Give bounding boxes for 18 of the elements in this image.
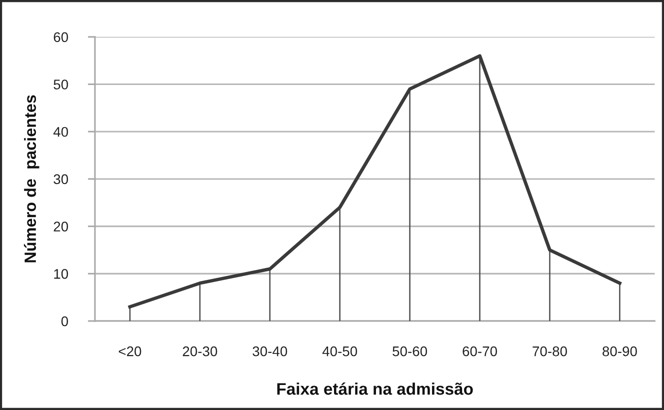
x-tick-label: 60-70 <box>462 346 497 356</box>
x-tick-label: 70-80 <box>532 346 567 356</box>
y-tick-label: 50 <box>54 80 68 90</box>
line-series <box>128 54 622 308</box>
y-tick-label: 40 <box>53 126 68 137</box>
x-axis-title: Faixa etária na admissão <box>277 382 473 395</box>
x-tick-label: <20 <box>118 346 142 356</box>
y-tick-label: 10 <box>54 269 68 279</box>
y-tick-label: 30 <box>54 174 68 184</box>
x-tick-label: 40-50 <box>322 346 358 356</box>
y-tick-label: 0 <box>61 316 68 326</box>
y-tick-label: 60 <box>54 32 68 42</box>
x-tick-label: 80-90 <box>602 346 637 356</box>
y-axis-title: Número de pacientes <box>24 95 40 262</box>
x-tick-label: 50-60 <box>392 346 428 356</box>
x-tick-label: 30-40 <box>252 346 288 356</box>
x-tick-label: 20-30 <box>182 346 218 356</box>
y-tick-label: 20 <box>54 222 68 232</box>
